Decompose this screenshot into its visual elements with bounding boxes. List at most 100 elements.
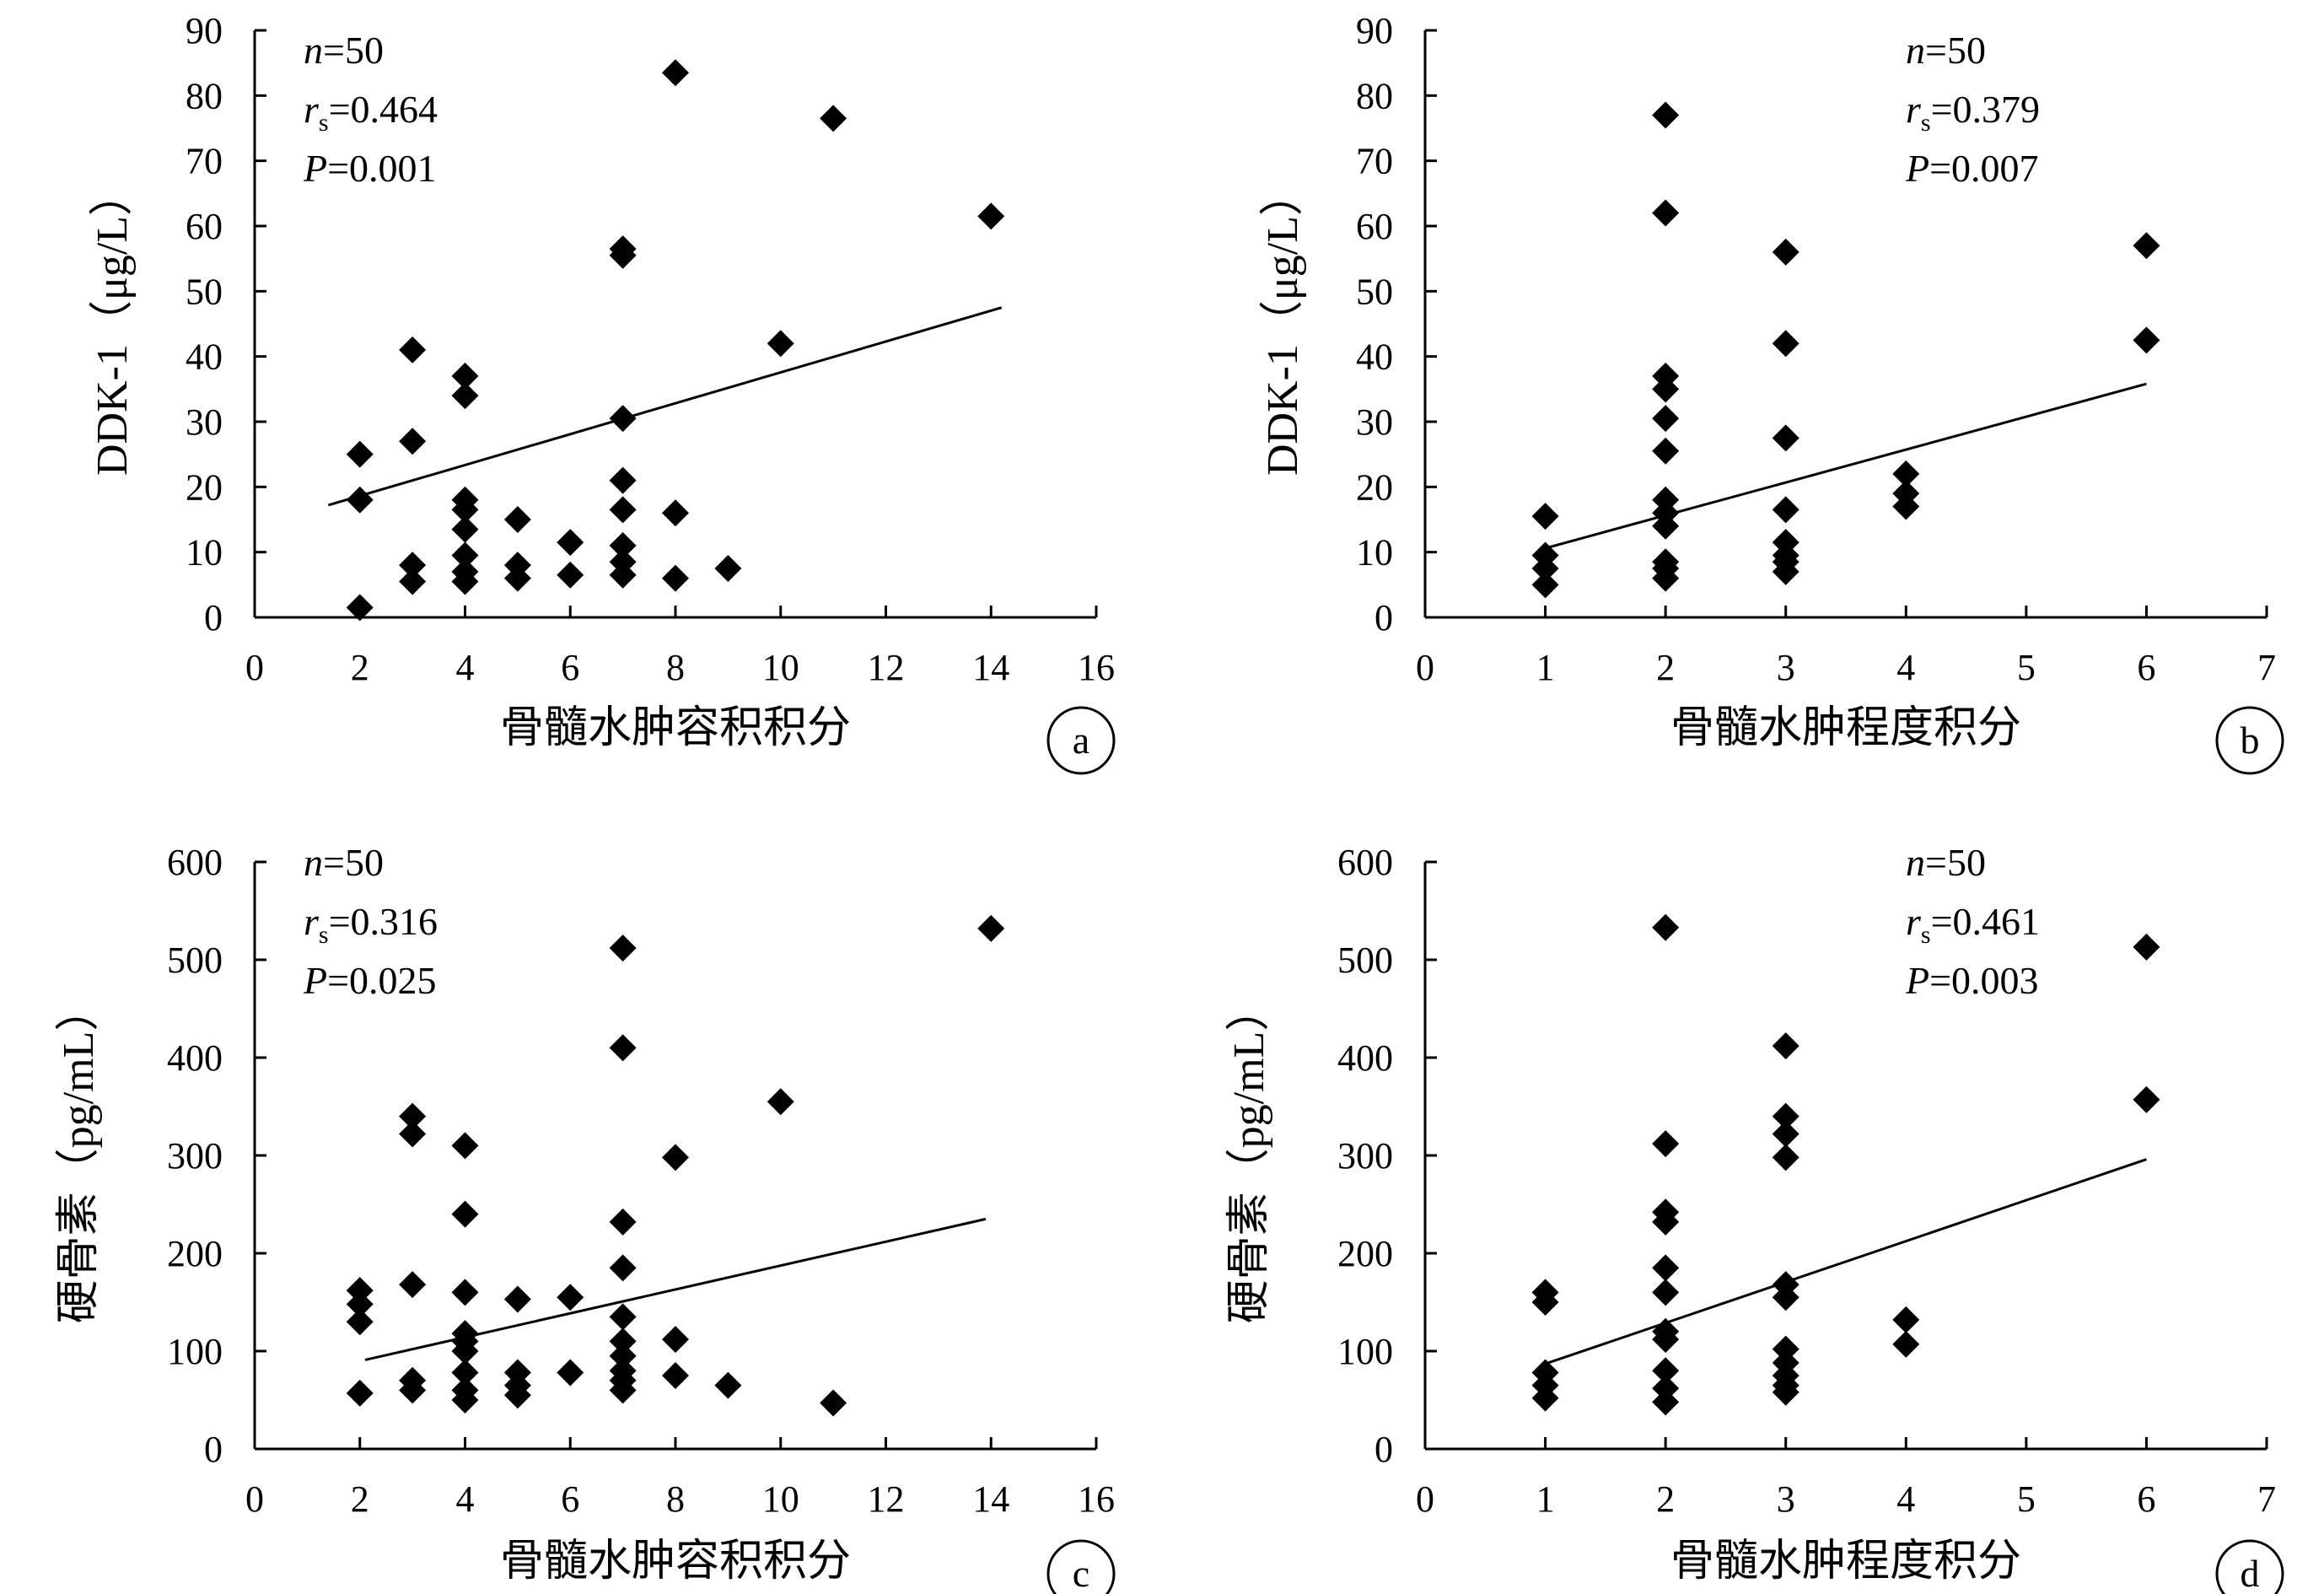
stat-line: n=50 <box>1906 841 1986 884</box>
data-point <box>1772 557 1799 585</box>
x-tick-label: 4 <box>456 647 475 688</box>
y-axis-title: DDK-1（μg/L） <box>89 172 137 476</box>
panel-letter-circle <box>2215 706 2284 775</box>
data-point <box>557 561 584 589</box>
stat-r-label: r <box>1906 900 1922 943</box>
data-point <box>1772 1284 1799 1311</box>
stat-line: P=0.003 <box>1905 959 2039 1002</box>
data-point <box>1652 1388 1680 1416</box>
y-tick-label: 50 <box>186 271 223 312</box>
data-point <box>1652 1375 1680 1403</box>
x-tick-label: 14 <box>972 647 1009 688</box>
data-point <box>503 1381 531 1409</box>
data-point <box>346 1277 374 1305</box>
data-point <box>2133 232 2160 260</box>
regression-line <box>327 306 1003 507</box>
x-tick-label: 1 <box>1536 1478 1555 1520</box>
data-point <box>1652 199 1680 227</box>
data-point <box>1652 1357 1680 1385</box>
data-point <box>609 531 637 559</box>
data-point <box>346 486 374 514</box>
stat-r-sub: s <box>319 921 329 949</box>
data-point <box>609 561 637 589</box>
data-point <box>1652 564 1680 592</box>
stat-p-value: =0.025 <box>327 959 436 1002</box>
stat-r-value: =0.464 <box>329 88 438 131</box>
y-tick-label: 500 <box>167 940 223 981</box>
x-tick-label: 6 <box>561 1478 579 1520</box>
y-tick-label: 100 <box>167 1331 223 1372</box>
data-point <box>2133 1085 2160 1113</box>
x-tick-label: 6 <box>2137 647 2155 688</box>
data-point <box>399 1271 427 1299</box>
y-tick-label: 0 <box>1374 1429 1393 1470</box>
stat-r-label: r <box>304 88 320 131</box>
data-point <box>557 529 584 557</box>
data-point <box>662 59 689 87</box>
data-point <box>609 241 637 269</box>
stat-n-value: =50 <box>323 841 384 884</box>
data-point <box>1652 1279 1680 1306</box>
x-tick-label: 5 <box>2017 1478 2036 1520</box>
x-tick-label: 2 <box>351 647 369 688</box>
y-tick-label: 10 <box>186 532 223 574</box>
data-point <box>451 1200 479 1228</box>
data-point <box>1652 913 1680 941</box>
y-tick-label: 0 <box>204 597 223 638</box>
panel-d: 0 100 200 300 400 500 600 0 1 2 3 4 5 6 7 骨髓水肿程度积分 硬骨素（p… <box>1225 841 2284 1594</box>
data-point <box>451 1279 479 1306</box>
x-tick-label: 1 <box>1536 647 1555 688</box>
y-tick-label: 90 <box>1356 10 1393 51</box>
stat-line: rs=0.464 <box>304 88 438 137</box>
stat-line: rs=0.461 <box>1906 900 2040 949</box>
y-tick-label: 70 <box>1356 141 1393 182</box>
data-point <box>503 506 531 533</box>
data-point <box>1772 1378 1799 1406</box>
y-tick-label: 40 <box>186 337 223 378</box>
data-point <box>1652 512 1680 540</box>
x-tick-label: 2 <box>1656 647 1675 688</box>
data-point <box>1772 1144 1799 1171</box>
data-point <box>662 564 689 592</box>
y-tick-label: 80 <box>1356 75 1393 116</box>
data-point <box>503 1285 531 1313</box>
data-point <box>451 1359 479 1387</box>
data-point <box>1892 1330 1920 1358</box>
data-point <box>399 552 427 579</box>
y-tick-label: 400 <box>1337 1037 1393 1079</box>
data-point <box>1652 1326 1680 1354</box>
stat-r-value: =0.316 <box>329 900 438 943</box>
data-point <box>1652 437 1680 465</box>
data-point <box>1772 1032 1799 1060</box>
data-point <box>609 1303 637 1331</box>
stat-p-label: P <box>303 959 327 1002</box>
x-tick-label: 6 <box>561 647 579 688</box>
stat-line: P=0.025 <box>303 959 437 1002</box>
stat-line: n=50 <box>304 841 384 884</box>
x-tick-label: 0 <box>245 1478 264 1520</box>
panel-letter: d <box>2241 1552 2260 1594</box>
stat-line: n=50 <box>1906 29 1986 72</box>
y-tick-label: 60 <box>1356 206 1393 247</box>
y-tick-label: 20 <box>1356 466 1393 508</box>
data-point <box>820 105 847 132</box>
data-point <box>609 405 637 433</box>
data-point <box>399 1376 427 1404</box>
regression-line <box>1545 382 2147 550</box>
y-tick-label: 400 <box>167 1037 223 1079</box>
stat-r-value: =0.461 <box>1931 900 2040 943</box>
panel-letter: b <box>2241 719 2260 762</box>
x-axis-title: 骨髓水肿容积积分 <box>500 704 851 752</box>
panel-letter-circle <box>1046 1539 1116 1594</box>
data-point <box>346 594 374 622</box>
x-tick-label: 16 <box>1078 1478 1115 1520</box>
stat-p-value: =0.007 <box>1929 147 2038 190</box>
stat-r-label: r <box>304 900 320 943</box>
data-point <box>451 382 479 410</box>
x-tick-label: 8 <box>666 1478 685 1520</box>
data-point <box>451 515 479 543</box>
x-tick-label: 4 <box>456 1478 475 1520</box>
y-tick-label: 200 <box>1337 1233 1393 1274</box>
data-point <box>557 1359 584 1387</box>
x-tick-label: 3 <box>1777 1478 1795 1520</box>
